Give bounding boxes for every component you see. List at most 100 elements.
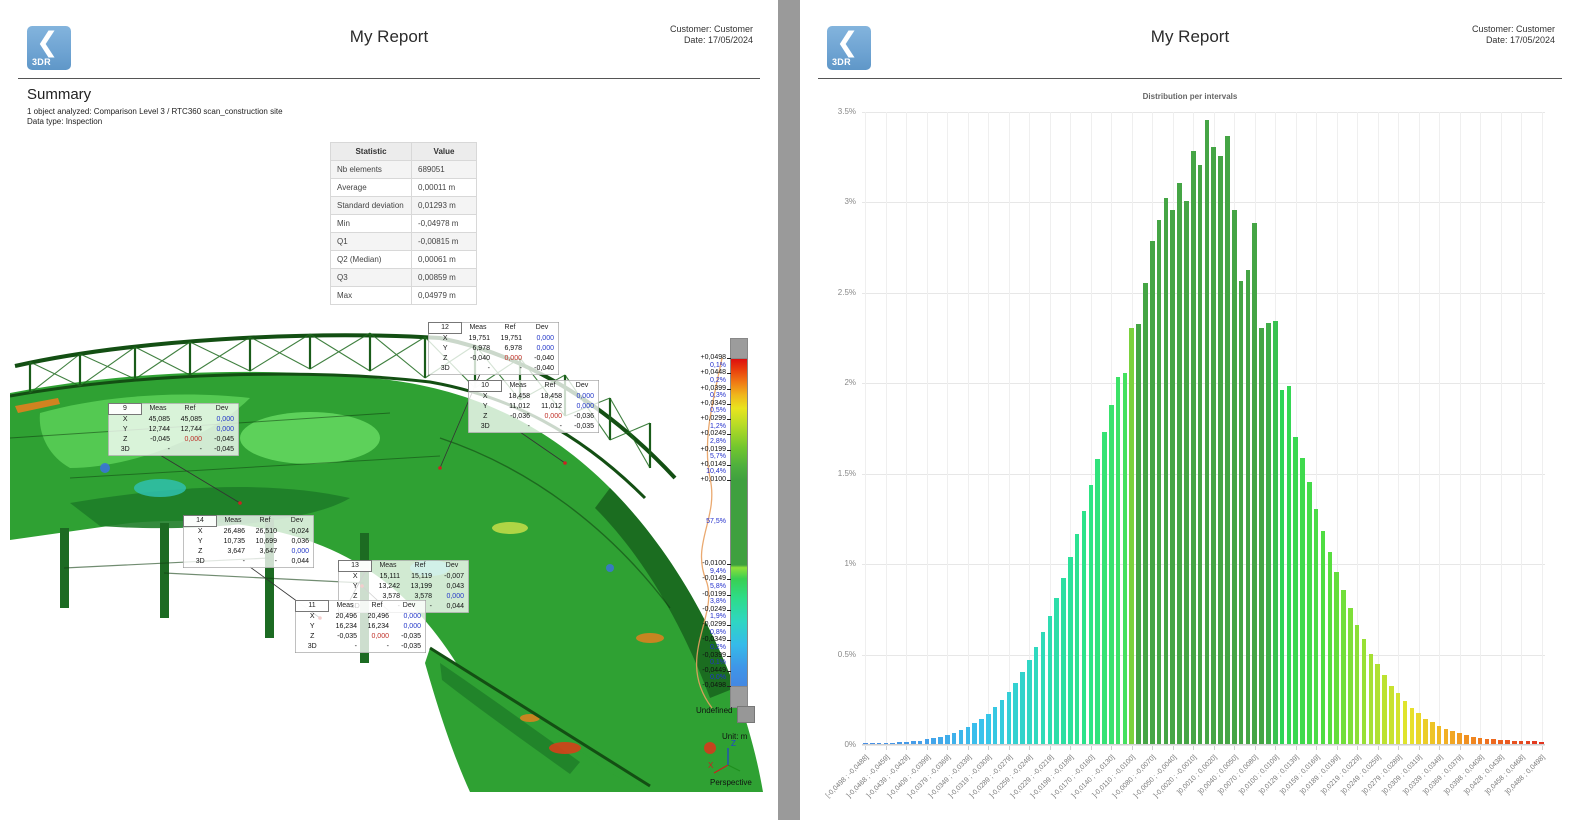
colorbar-tick (727, 640, 731, 642)
histogram-bar (1068, 557, 1073, 744)
measurement-axis: 3D (480, 423, 490, 430)
colorbar-percent: 3,8% (710, 598, 726, 606)
measurement-value: -0,045 (214, 436, 234, 443)
colorbar-value: +0,0199 (700, 445, 727, 453)
measurement-value: 16,234 (335, 623, 357, 630)
measurement-col-header: Meas (336, 602, 354, 610)
measurement-col-header: Meas (224, 517, 242, 525)
gridline-h (862, 383, 1545, 385)
gridline-v (1459, 112, 1461, 745)
measurement-axis: Z (198, 548, 203, 555)
histogram-bar (1129, 328, 1135, 744)
colorbar-percent: 1,9% (710, 613, 726, 621)
histogram-bar (1518, 741, 1524, 744)
histogram-plot (862, 112, 1545, 746)
gridline-v (1398, 112, 1400, 745)
measurement-value: -0,036 (574, 413, 594, 420)
gridline-v (1008, 112, 1010, 745)
gridline-h (862, 745, 1545, 746)
measurement-value: - (167, 446, 170, 453)
measurement-value: -0,040 (534, 365, 554, 372)
histogram-bar (1047, 615, 1053, 744)
histogram-bar (1266, 322, 1271, 744)
measurement-value: - (274, 558, 277, 565)
measurement-label-12[interactable]: 12 Meas Ref Dev X 19,751 19,751 0,000 Y 6,978 6,97… (428, 322, 559, 375)
measurement-value: 13,199 (410, 583, 432, 590)
back-button[interactable]: ❮ 3DR (27, 26, 71, 70)
measurement-value: 3,578 (414, 593, 432, 600)
histogram-bar (1013, 682, 1018, 744)
colorbar-percent: 0,2% (710, 643, 726, 651)
chevron-left-icon: ❮ (836, 27, 859, 57)
x-tick (1500, 746, 1502, 750)
unit-label: Unit: m (722, 732, 748, 741)
stats-cell: 0,00061 m (411, 250, 477, 269)
histogram-bar (1532, 741, 1538, 744)
railing-bottom-chord (10, 372, 647, 500)
measurement-value: -0,035 (401, 643, 421, 650)
colorbar-tick (727, 670, 731, 672)
histogram-bar (1149, 241, 1155, 744)
stats-cell: 0,00859 m (411, 268, 477, 287)
x-tick (1193, 746, 1195, 750)
histogram-bar (992, 707, 998, 744)
summary-datatype-line: Data type: Inspection (27, 117, 103, 126)
colorbar-percent: 0,0% (710, 674, 726, 682)
table-row: Max 0,04979 m (330, 286, 477, 305)
measurement-id: 12 (428, 322, 462, 334)
back-button[interactable]: ❮ 3DR (827, 26, 871, 70)
table-row: Q3 0,00859 m (330, 268, 477, 287)
colorbar-percent: 0,2% (710, 376, 726, 384)
3d-inspection-view[interactable]: X Z +0,0498 +0,0448 +0,0399 +0,0349 +0,0299 +… (10, 318, 763, 792)
histogram-bar (1272, 320, 1278, 744)
measurement-col-header: Ref (184, 405, 196, 413)
measurement-col-header: Meas (379, 562, 397, 570)
x-tick (1521, 746, 1523, 750)
measurement-axis: Y (482, 403, 488, 410)
histogram-bar (1033, 646, 1039, 744)
measurement-label-14[interactable]: 14 Meas Ref Dev X 26,486 26,510 -0,024 Y 10,735 10… (183, 515, 314, 568)
x-tick (865, 746, 867, 750)
histogram-bar (1313, 508, 1319, 744)
measurement-label-11[interactable]: 11 Meas Ref Dev X 20,496 20,496 0,000 Y 16,234 16,… (295, 600, 426, 653)
histogram-bar (1102, 432, 1107, 744)
histogram-bar (863, 743, 868, 744)
gridline-v (1295, 112, 1297, 745)
measurement-label-9[interactable]: 9 Meas Ref Dev X 45,085 45,085 0,000 Y 12,744 12,7… (108, 403, 239, 456)
histogram-bar (1491, 739, 1497, 744)
colorbar-value: -0,0149 (702, 575, 726, 583)
chevron-left-icon: ❮ (36, 27, 59, 57)
x-tick (1439, 746, 1441, 750)
histogram-bar (965, 727, 971, 744)
measurement-axis: Z (123, 436, 128, 443)
x-tick (988, 746, 990, 750)
histogram-bar (986, 713, 991, 744)
undefined-label: Undefined (696, 706, 733, 715)
measurement-value: -0,045 (214, 446, 234, 453)
colorbar-value: +0,0149 (700, 460, 727, 468)
x-tick (1275, 746, 1277, 750)
histogram-bar (1061, 577, 1066, 744)
logo-3dr: 3DR (832, 57, 851, 67)
x-tick (1418, 746, 1420, 750)
histogram-bar (904, 741, 909, 744)
measurement-label-10[interactable]: 10 Meas Ref Dev X 18,458 18,458 0,000 Y 11,012 11,… (468, 380, 599, 433)
colorbar-tick (727, 373, 731, 375)
gridline-h (862, 292, 1545, 294)
colorbar-tick (727, 358, 731, 359)
histogram-bar (938, 736, 943, 744)
x-tick (1480, 746, 1482, 750)
stats-cell: Standard deviation (330, 196, 412, 215)
measurement-value: 10,699 (255, 538, 277, 545)
measurement-value: -0,040 (470, 355, 490, 362)
axis-x-label: X (708, 761, 714, 770)
customer-info: Customer: Customer Date: 17/05/2024 (670, 24, 753, 46)
histogram-bar (999, 700, 1005, 744)
colorbar-gradient (730, 358, 748, 688)
histogram-bar (876, 743, 882, 744)
page-title: My Report (1150, 27, 1230, 46)
histogram-bar (1395, 693, 1401, 744)
measurement-value: 15,119 (411, 572, 432, 580)
colorbar-value: +0,0349 (700, 399, 727, 407)
gridline-v (967, 112, 969, 745)
